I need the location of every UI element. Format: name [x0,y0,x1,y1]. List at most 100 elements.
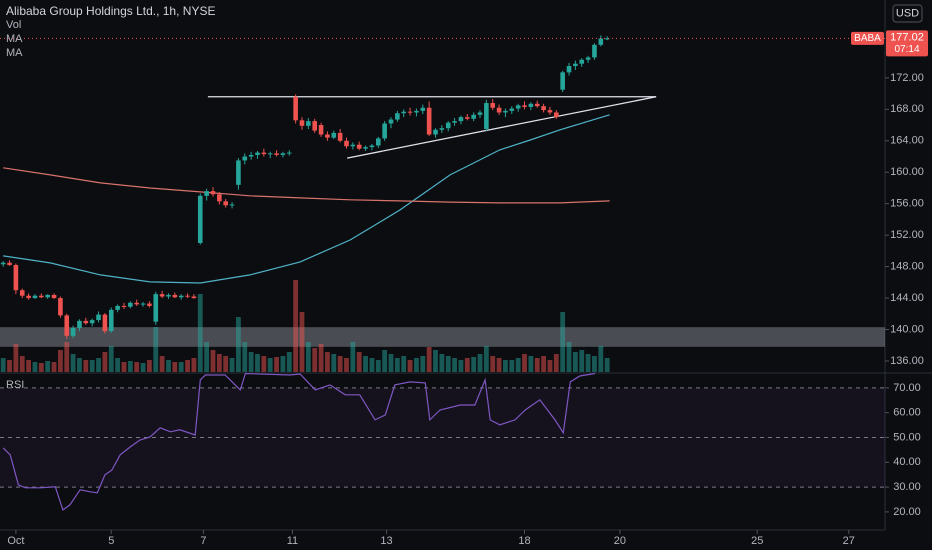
x-tick-label: 5 [108,535,114,547]
y-tick-label: 50.00 [893,431,921,443]
candle-body [598,38,604,45]
volume-bar [299,312,305,372]
volume-bar [566,342,572,372]
candle-body [439,128,445,130]
volume-bar [382,350,388,372]
volume-bar [147,360,152,372]
candle-body [255,152,260,155]
volume-bar [51,362,57,372]
candle-body [134,302,139,305]
candle-body [522,105,527,107]
volume-bar [83,360,89,372]
volume-bar [248,352,254,372]
candle-body [464,117,470,119]
volume-bar [96,358,101,372]
volume-bar [592,356,597,372]
volume-bar [471,357,477,372]
volume-bar [522,354,527,372]
currency[interactable]: USD [896,7,919,19]
rsi-line [2,372,596,511]
candle-body [452,121,457,123]
volume-bar [394,358,400,372]
volume-bar [318,344,324,372]
candle-body [248,154,254,157]
candle-body [414,110,419,113]
x-tick-label: 13 [380,535,392,547]
volume-bar [204,342,210,372]
candle-body [45,294,50,298]
volume-bar [464,358,470,372]
candle-body [490,103,496,108]
volume-bar [210,350,216,372]
volume-bar [356,352,362,372]
volume-bar [331,354,337,372]
volume-bar [32,362,38,372]
candle-body [128,302,133,307]
symbol-label: BABA [854,33,881,44]
y-tick-label: 140.00 [890,323,924,335]
volume-bar [458,360,464,372]
x-tick-label: 27 [843,535,855,547]
volume-bar [433,350,438,372]
y-tick-label: 152.00 [890,229,924,241]
volume-bar [515,358,521,372]
candle-body [356,144,362,149]
x-tick-label: 18 [518,535,530,547]
plot [0,35,889,534]
candle-body [64,315,70,336]
y-tick-label: 160.00 [890,166,924,178]
volume-bar [344,358,349,372]
indicator-label: MA [6,33,23,45]
candle-body [102,314,108,332]
volume-bar [172,362,178,372]
candle-body [515,105,521,109]
candle-body [121,305,127,307]
candle-body [337,132,343,141]
volume-bar [197,294,203,372]
candle-body [325,134,330,138]
volume-bar [280,356,286,372]
candle-body [484,103,489,129]
candle-body [0,262,6,265]
volume-bar [572,352,578,372]
x-tick-label: 20 [614,535,626,547]
volume-bar [236,317,241,372]
candle-body [560,72,565,90]
y-tick-label: 136.00 [890,355,924,367]
countdown-label: 07:14 [894,44,919,55]
volume-bar [159,356,165,372]
candle-body [458,117,464,122]
candle-body [312,121,318,131]
candle-body [39,295,44,298]
volume-bar [70,354,76,372]
volume-bar [585,354,591,372]
candle-body [401,111,407,114]
candle-body [96,314,101,321]
candle-body [528,103,534,107]
volume-bar [305,342,311,372]
volume-bar [407,360,413,372]
candle-body [83,320,89,324]
x-tick-label: Oct [7,535,24,547]
volume-bar [140,363,146,372]
candle-body [242,156,248,161]
candle-body [306,121,311,126]
candle-body [217,194,222,202]
candle-body [159,294,165,297]
candle-body [369,145,375,148]
candle-body [382,123,387,139]
candle-body [566,66,572,73]
candle-body [115,305,120,310]
candle-body [395,113,400,120]
volume-bar [121,362,127,372]
volume-bar [477,354,483,372]
volume-bar [312,348,318,372]
candle-body [172,294,178,298]
y-tick-label: 40.00 [893,456,921,468]
volume-bar [293,280,299,372]
x-tick-label: 25 [751,535,763,547]
candle-body [267,153,273,155]
currency-button[interactable] [892,4,923,23]
volume-bar [77,358,82,372]
volume-bar [38,363,44,372]
